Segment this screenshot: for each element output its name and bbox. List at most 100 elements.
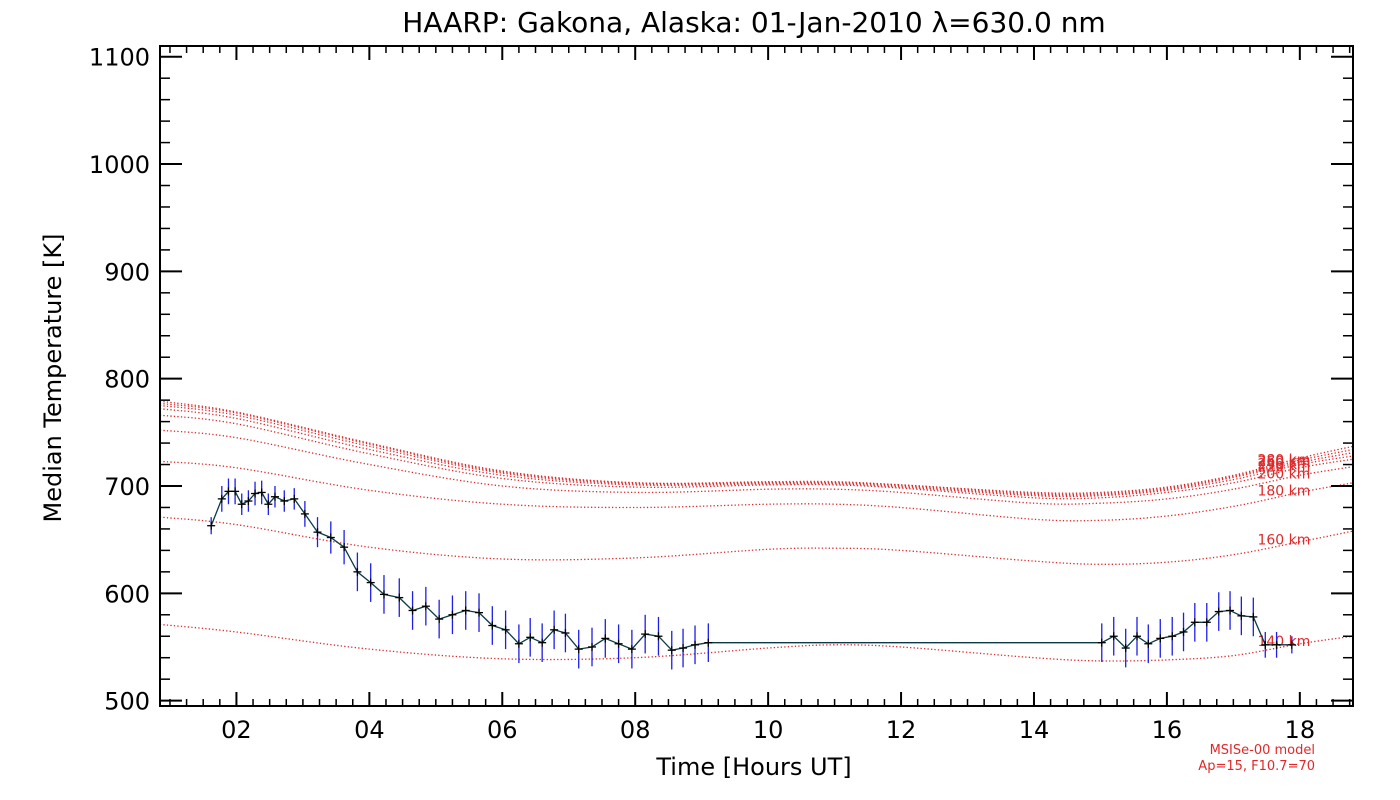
data-point [207,521,216,530]
data-point [421,602,430,611]
data-point [448,610,457,619]
x-axis-title: Time [Hours UT] [655,753,851,781]
x-tick-label: 16 [1152,716,1183,744]
data-point [280,497,289,506]
data-point [550,625,559,634]
model-footnote-2: Ap=15, F10.7=70 [1198,759,1315,774]
data-point [1121,644,1130,653]
model-line-220-km [160,414,1353,500]
data-point [1190,618,1199,627]
y-tick-label: 500 [104,688,150,716]
data-point [488,621,497,630]
data-point [538,638,547,647]
data-point [300,509,309,518]
chart-title: HAARP: Gakona, Alaska: 01-Jan-2010 λ=630… [402,6,1105,39]
data-point [475,608,484,617]
model-line-160-km [160,516,1353,565]
model-line-260-km [160,404,1353,497]
data-point [257,488,266,497]
x-tick-label: 04 [354,716,385,744]
x-tick-label: 10 [753,716,784,744]
data-point [237,500,246,509]
model-label-180-km: 180 km [1257,484,1310,500]
x-tick-label: 12 [886,716,917,744]
model-label-220-km: 220 km [1257,460,1310,476]
data-point [1156,634,1165,643]
data-point [601,634,610,643]
model-line-240-km [160,408,1353,498]
y-axis: 500 600 700 800 900 1000 1100 [89,44,1353,716]
data-point [679,644,688,653]
data-point [691,640,700,649]
data-point [667,646,676,655]
model-line-top [160,400,1353,494]
data-point [264,500,273,509]
data-point [313,528,322,537]
model-label-140-km: 140 km [1257,634,1310,650]
model-line-280-km [160,402,1353,496]
model-label-200-km: 200 km [1257,467,1310,483]
data-point [1261,640,1270,649]
model-line-200-km [160,429,1353,505]
data-point [1179,627,1188,636]
data-point [1214,607,1223,616]
y-tick-label: 700 [104,473,150,501]
y-tick-label: 800 [104,366,150,394]
data-point [435,615,444,624]
data-point [270,492,279,501]
data-point [1132,632,1141,641]
data-point [588,642,597,651]
model-label-160-km: 160 km [1257,533,1310,549]
x-axis: 02 04 06 08 10 12 14 16 18 [169,46,1351,744]
data-point [1202,618,1211,627]
x-tick-label: 14 [1019,716,1050,744]
data-point [574,645,583,654]
data-point [1144,639,1153,648]
data-series [207,478,1296,670]
data-point [244,497,253,506]
data-point [217,494,226,503]
data-point [1226,606,1235,615]
x-tick-label: 06 [487,716,518,744]
data-point [231,487,240,496]
data-point [340,543,349,552]
model-line-180-km [160,460,1353,522]
data-point [514,639,523,648]
model-label-260-km: 260 km [1257,454,1310,470]
data-point [654,632,663,641]
data-point [1168,632,1177,641]
data-point [395,593,404,602]
data-point [704,638,713,647]
data-point [561,629,570,638]
model-label-240-km: 240 km [1257,456,1310,472]
data-point [353,567,362,576]
data-point [614,639,623,648]
data-point [1287,640,1296,649]
data-point [627,645,636,654]
data-point [526,633,535,642]
x-tick-label: 02 [221,716,252,744]
data-point [501,625,510,634]
temperature-line [210,490,1292,651]
data-point [1272,640,1281,649]
x-tick-label: 08 [620,716,651,744]
y-tick-label: 1000 [89,151,150,179]
data-point [641,630,650,639]
y-tick-label: 600 [104,580,150,608]
data-point [1097,638,1106,647]
y-axis-title: Median Temperature [K] [39,233,67,522]
x-tick-label: 18 [1285,716,1316,744]
data-point [379,590,388,599]
model-footnote-1: MSISe-00 model [1210,743,1315,758]
model-label-280-km: 280 km [1257,452,1310,468]
plot-frame [159,45,1354,707]
data-point [366,578,375,587]
data-point [290,494,299,503]
model-lines [160,400,1353,662]
data-point [1237,611,1246,620]
data-point [408,606,417,615]
y-tick-label: 1100 [89,44,150,72]
data-point [251,489,260,498]
y-tick-label: 900 [104,258,150,286]
